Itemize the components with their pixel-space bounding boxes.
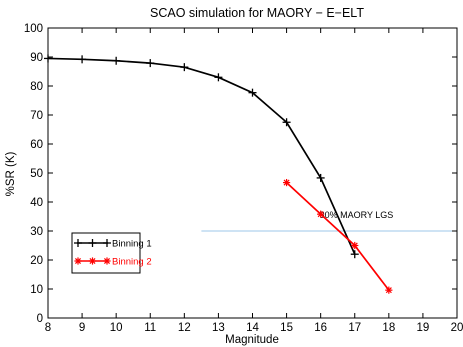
marker-d2 [385, 287, 392, 294]
legend-marker-binning-2 [88, 257, 97, 265]
data-point-binning-1 [282, 118, 291, 127]
data-point-binning-2 [317, 210, 325, 218]
data-point-binning-2 [282, 178, 291, 187]
data-point-binning-1 [214, 73, 223, 82]
x-tick-label: 16 [314, 322, 327, 334]
data-point-binning-2 [385, 286, 393, 294]
data-point-binning-1 [350, 250, 359, 259]
marker-d2 [89, 257, 96, 265]
x-tick-label: 13 [212, 322, 225, 334]
x-axis-label: Magnitude [225, 334, 279, 346]
legend-marker-binning-1 [88, 239, 97, 247]
data-point-binning-1 [78, 55, 87, 64]
legend-marker-binning-2 [74, 257, 82, 265]
marker-d2 [283, 179, 290, 186]
x-tick-label: 20 [451, 322, 463, 334]
data-point-binning-1 [248, 88, 257, 97]
y-tick-label: 60 [30, 139, 43, 151]
x-tick-label: 9 [79, 322, 85, 334]
data-point-binning-1 [180, 63, 189, 72]
data-point-binning-1 [146, 59, 155, 68]
plot-frame [47, 27, 458, 319]
legend-marker-binning-2 [103, 257, 111, 265]
y-tick-label: 80 [30, 81, 43, 93]
marker-d2 [103, 257, 111, 265]
marker-d2 [351, 242, 358, 249]
y-tick-label: 30 [30, 226, 43, 238]
series-line-binning-2 [286, 181, 390, 291]
reference-line-label: 30% MAORY LGS [320, 210, 394, 220]
marker-d2 [74, 257, 82, 265]
x-tick-label: 8 [45, 322, 51, 334]
x-tick-label: 15 [280, 322, 293, 334]
data-point-binning-1 [316, 173, 325, 182]
y-tick-label: 70 [30, 110, 43, 122]
y-tick-label: 10 [30, 284, 43, 296]
x-tick-label: 19 [417, 322, 430, 334]
legend-label-binning-2: Binning 2 [112, 257, 152, 268]
legend-marker-binning-1 [103, 239, 111, 247]
x-tick-label: 18 [382, 322, 395, 334]
marker-d2 [317, 211, 324, 218]
y-tick-label: 90 [30, 52, 43, 64]
y-tick-label: 40 [30, 197, 43, 209]
data-point-binning-1 [112, 56, 121, 65]
y-tick-label: 50 [30, 168, 43, 180]
legend-marker-binning-1 [74, 239, 82, 247]
data-point-binning-2 [351, 241, 359, 250]
x-tick-label: 17 [348, 322, 361, 334]
x-tick-label: 11 [144, 322, 156, 334]
y-axis-label: %SR (K) [5, 151, 17, 196]
series-line-binning-1 [47, 57, 356, 255]
legend-box [71, 232, 141, 274]
chart-title: SCAO simulation for MAORY − E−ELT [150, 6, 364, 20]
legend-label-binning-1: Binning 1 [112, 239, 152, 250]
x-tick-label: 14 [246, 322, 259, 334]
x-tick-label: 10 [110, 322, 123, 334]
x-tick-label: 12 [178, 322, 191, 334]
y-tick-label: 0 [37, 313, 43, 325]
y-tick-label: 100 [24, 23, 43, 35]
y-tick-label: 20 [30, 255, 43, 267]
